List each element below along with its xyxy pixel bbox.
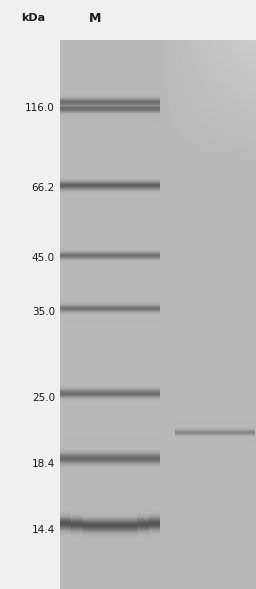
Text: 66.2: 66.2 bbox=[32, 183, 55, 193]
Text: 18.4: 18.4 bbox=[32, 459, 55, 469]
Text: kDa: kDa bbox=[21, 13, 45, 23]
Text: M: M bbox=[89, 12, 101, 25]
Text: 35.0: 35.0 bbox=[32, 307, 55, 317]
Text: 45.0: 45.0 bbox=[32, 253, 55, 263]
Text: 14.4: 14.4 bbox=[32, 525, 55, 535]
Text: 25.0: 25.0 bbox=[32, 393, 55, 403]
Text: 116.0: 116.0 bbox=[25, 103, 55, 113]
